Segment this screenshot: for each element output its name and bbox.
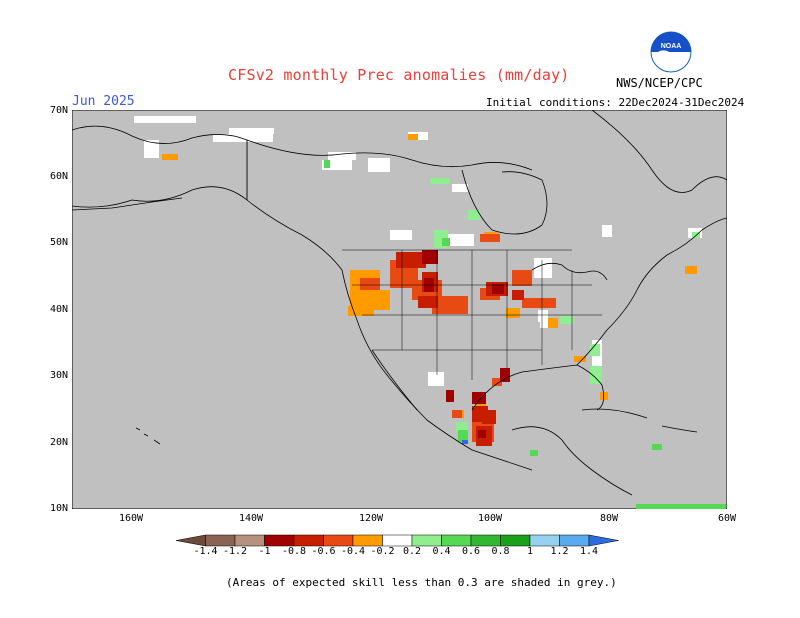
forecast-month: Jun 2025: [72, 94, 135, 109]
legend-cell: [352, 534, 383, 547]
color-legend-cells: [175, 534, 619, 547]
lat-label-60n: 60N: [49, 171, 68, 182]
legend-tick-label: -0.6: [311, 546, 336, 557]
legend-tick-label: 1: [526, 546, 534, 557]
legend-cell: [470, 534, 501, 547]
lon-label-60w: 60W: [717, 513, 737, 524]
color-legend: [175, 534, 619, 547]
lat-label-20n: 20N: [49, 437, 68, 448]
legend-tick-label: -0.2: [370, 546, 395, 557]
legend-cell: [500, 534, 531, 547]
lat-label-10n: 10N: [49, 503, 68, 514]
legend-cell: [529, 534, 560, 547]
legend-tick-label: 0.4: [432, 546, 451, 557]
lat-label-70n: 70N: [49, 105, 68, 116]
lon-label-100w: 100W: [477, 513, 503, 524]
agency-label: NWS/NCEP/CPC: [616, 76, 703, 90]
lat-label-40n: 40N: [49, 304, 68, 315]
legend-tick-label: 1.2: [550, 546, 569, 557]
legend-cell: [441, 534, 472, 547]
legend-tick-label: 0.6: [461, 546, 481, 557]
map-title: CFSv2 monthly Prec anomalies (mm/day): [228, 66, 570, 84]
legend-tick-label: 0.2: [402, 546, 422, 557]
skill-footnote: (Areas of expected skill less than 0.3 a…: [226, 576, 617, 589]
legend-tick-label: -1.4: [193, 546, 218, 557]
state-borders: [246, 140, 602, 380]
legend-cell: [293, 534, 324, 547]
legend-tick-label: -1: [258, 546, 271, 557]
map-background: [72, 110, 727, 509]
precip-anomaly-map: [72, 110, 727, 509]
lon-label-120w: 120W: [358, 513, 384, 524]
lat-label-50n: 50N: [49, 237, 68, 248]
legend-cell: [205, 534, 236, 547]
legend-tick-label: -1.2: [222, 546, 248, 557]
legend-cell: [264, 534, 295, 547]
wet-anomaly-green: [324, 160, 726, 509]
lon-label-80w: 80W: [599, 513, 619, 524]
legend-tick-label: 1.4: [579, 546, 599, 557]
legend-cell: [234, 534, 265, 547]
noaa-logo-text: NOAA: [661, 43, 682, 50]
white-anomaly-patches: [134, 116, 702, 386]
legend-cell: [411, 534, 442, 547]
legend-cell: [559, 534, 590, 547]
legend-tick-label: -0.8: [281, 546, 307, 557]
legend-cell-arrow-low: [175, 534, 206, 547]
legend-cell: [323, 534, 354, 547]
noaa-logo: NOAA: [650, 31, 692, 73]
lon-label-160w: 160W: [118, 513, 144, 524]
lat-label-30n: 30N: [49, 370, 68, 381]
legend-tick-label: 0.8: [491, 546, 510, 557]
coastlines-and-borders: [72, 110, 727, 496]
lon-label-140w: 140W: [238, 513, 264, 524]
wet-anomaly-blue: [462, 440, 468, 444]
initial-conditions: Initial conditions: 22Dec2024-31Dec2024: [486, 96, 745, 109]
wet-anomaly-light-green: [430, 178, 700, 432]
legend-tick-label: -0.4: [340, 546, 366, 557]
legend-cell-arrow-high: [588, 534, 619, 547]
legend-cell: [382, 534, 413, 547]
